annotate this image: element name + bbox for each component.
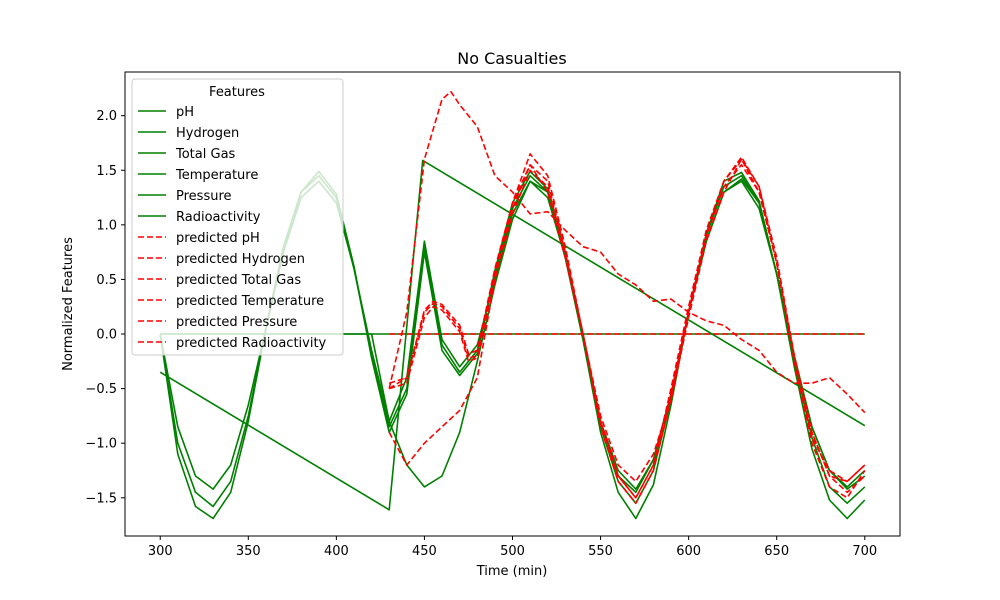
- x-tick-label: 450: [412, 544, 437, 559]
- legend-box: [131, 78, 344, 356]
- legend-label: predicted Total Gas: [176, 273, 301, 288]
- x-tick-label: 400: [324, 544, 349, 559]
- y-tick-label: −1.5: [85, 491, 117, 506]
- x-tick-label: 350: [236, 544, 261, 559]
- legend-label: predicted Hydrogen: [176, 252, 305, 267]
- y-axis-ticks: −1.5 −1.0 −0.5 0.0 0.5 1.0 1.5 2.0: [85, 109, 125, 506]
- x-tick-label: 600: [676, 544, 701, 559]
- x-axis-ticks: 300 350 400 450 500 550 600 650 700: [148, 536, 877, 559]
- x-tick-label: 300: [148, 544, 173, 559]
- series-line-temperature: [159, 159, 866, 511]
- legend-label: predicted pH: [176, 231, 260, 246]
- chart-title: No Casualties: [457, 49, 566, 68]
- x-axis-label: Time (min): [476, 564, 548, 579]
- legend-label: predicted Pressure: [176, 315, 297, 330]
- plot-frame: [124, 71, 901, 537]
- legend-label: Radioactivity: [176, 210, 261, 225]
- series-line-predicted-ph: [388, 164, 866, 499]
- x-tick-label: 500: [500, 544, 525, 559]
- series-line-predicted-pressure: [388, 158, 866, 483]
- legend-label: pH: [176, 105, 194, 120]
- y-tick-label: 1.0: [96, 218, 117, 233]
- y-tick-label: −1.0: [85, 437, 117, 452]
- legend-title: Features: [209, 85, 265, 100]
- y-tick-label: 0.5: [96, 273, 117, 288]
- legend: Features pH Hydrogen Total Gas Temperature P…: [131, 78, 344, 356]
- legend-entries: pH Hydrogen Total Gas Temperature Pressure Ra…: [138, 105, 327, 351]
- series-line-predicted-temperature: [388, 90, 866, 414]
- y-tick-label: 1.5: [96, 164, 117, 179]
- series-line-predicted-total-gas: [388, 153, 866, 499]
- x-tick-label: 550: [588, 544, 613, 559]
- y-tick-label: 0.0: [96, 328, 117, 343]
- legend-label: Total Gas: [175, 147, 236, 162]
- legend-label: predicted Temperature: [176, 294, 324, 309]
- legend-label: Hydrogen: [176, 126, 239, 141]
- y-axis-label: Normalized Features: [61, 237, 76, 371]
- series-line-predicted-hydrogen: [388, 158, 866, 505]
- y-tick-label: −0.5: [85, 382, 117, 397]
- legend-label: predicted Radioactivity: [176, 336, 327, 351]
- x-tick-label: 650: [764, 544, 789, 559]
- legend-label: Temperature: [175, 168, 258, 183]
- y-tick-label: 2.0: [96, 109, 117, 124]
- x-tick-label: 700: [852, 544, 877, 559]
- legend-label: Pressure: [176, 189, 232, 204]
